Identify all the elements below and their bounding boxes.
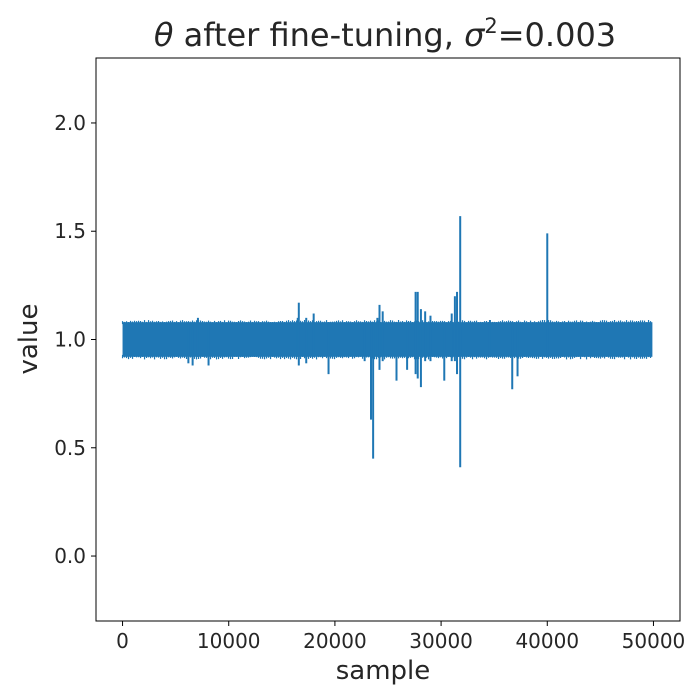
title-main-text: after fine-tuning,	[173, 16, 464, 54]
x-tick-label: 10000	[197, 629, 261, 653]
y-tick-label: 1.0	[54, 328, 86, 352]
series-line-group	[121, 216, 653, 468]
x-tick-label: 30000	[409, 629, 473, 653]
title-sigma-symbol: σ	[464, 16, 486, 54]
chart-title: θ after fine-tuning, σ2=0.003	[154, 14, 616, 54]
y-tick-label: 2.0	[54, 111, 86, 135]
x-axis-label: sample	[336, 656, 431, 686]
x-tick-label: 0	[116, 629, 129, 653]
series-band	[122, 322, 653, 357]
y-tick-label: 0.5	[54, 436, 86, 460]
y-tick-label: 0.0	[54, 544, 86, 568]
plot-area	[95, 57, 681, 622]
title-value: =0.003	[498, 16, 616, 54]
x-tick-label: 40000	[515, 629, 579, 653]
y-axis-label: value	[14, 303, 44, 374]
x-axis: 0 10000 20000 30000 40000 50000	[116, 621, 685, 653]
x-tick-label: 50000	[622, 629, 686, 653]
title-theta-symbol: θ	[154, 16, 174, 54]
title-exponent: 2	[484, 14, 497, 38]
y-tick-label: 1.5	[54, 219, 86, 243]
x-tick-label: 20000	[303, 629, 367, 653]
y-axis: 0.0 0.5 1.0 1.5 2.0	[54, 111, 96, 568]
